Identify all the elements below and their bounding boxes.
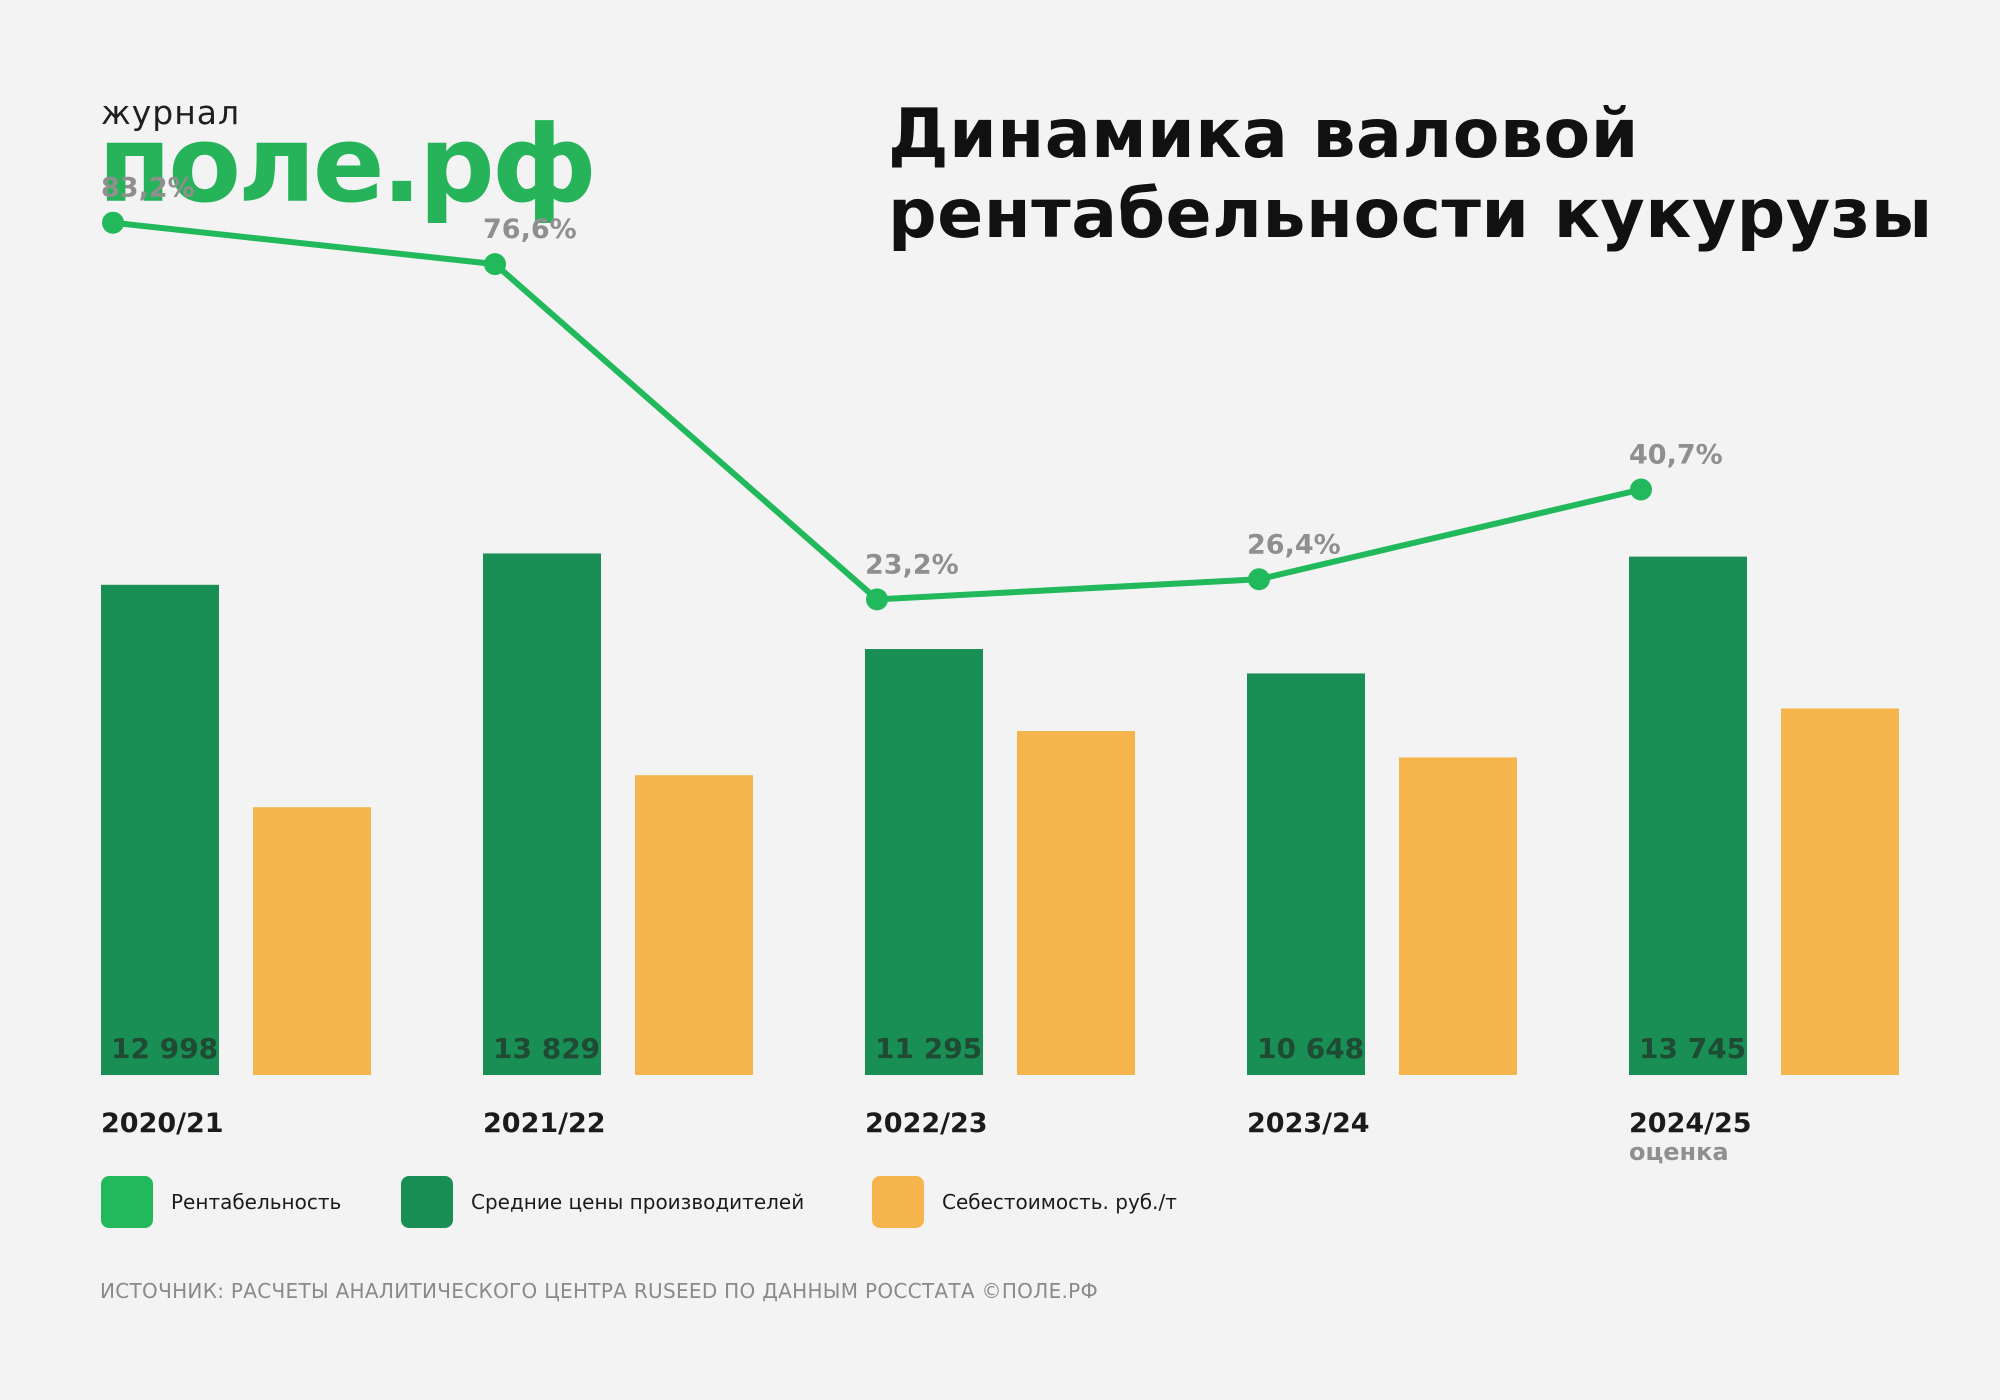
profitability-chart: 12 998 2020/21 13 829 2021/22 11 295 2022/23 1… — [101, 173, 1899, 1166]
cost-bar — [635, 775, 753, 1075]
profitability-line — [110, 219, 1644, 603]
legend-swatch-prices — [401, 1176, 453, 1228]
profitability-point — [866, 588, 888, 611]
price-bar-label: 13 829 — [493, 1032, 600, 1065]
logo-brand-name: поле.рф — [98, 103, 597, 226]
price-bar — [1629, 556, 1747, 1075]
legend-label-cost: Себестоимость. руб./т — [942, 1190, 1177, 1214]
price-bar-label: 10 648 — [1257, 1032, 1364, 1065]
profitability-point — [1248, 568, 1270, 591]
cost-bar — [253, 807, 371, 1075]
cost-bar — [1017, 731, 1135, 1075]
price-bar-label: 11 295 — [875, 1032, 982, 1065]
category-label: 2022/23 — [865, 1108, 988, 1139]
legend-swatch-cost — [872, 1176, 924, 1228]
profitability-label: 83,2% — [101, 173, 195, 204]
logo-small-text: журнал — [101, 93, 241, 132]
category-label: 2020/21 — [101, 1108, 224, 1139]
profitability-label: 76,6% — [483, 214, 577, 245]
profitability-label: 26,4% — [1247, 529, 1341, 560]
cost-bar — [1781, 708, 1899, 1075]
source-note: ИСТОЧНИК: РАСЧЕТЫ АНАЛИТИЧЕСКОГО ЦЕНТРА … — [100, 1279, 1099, 1303]
cost-bar — [1399, 757, 1517, 1075]
price-bar — [1247, 673, 1365, 1075]
profitability-point — [1630, 478, 1652, 501]
profitability-point — [102, 211, 124, 234]
price-bar — [101, 584, 219, 1075]
price-bar-label: 13 745 — [1639, 1032, 1746, 1065]
category-note: оценка — [1629, 1138, 1729, 1166]
price-bar — [483, 553, 601, 1075]
legend-label-profitability: Рентабельность — [171, 1190, 342, 1214]
chart-title: Динамика валовой рентабельности кукурузы — [888, 95, 1933, 254]
category-label: 2023/24 — [1247, 1108, 1370, 1139]
profitability-label: 40,7% — [1629, 439, 1723, 470]
legend-swatch-profitability — [101, 1176, 153, 1228]
price-bar — [865, 649, 983, 1075]
profitability-point — [484, 253, 506, 276]
price-bar-label: 12 998 — [111, 1032, 218, 1065]
legend-label-prices: Средние цены производителей — [471, 1190, 805, 1214]
category-label: 2021/22 — [483, 1108, 606, 1139]
profitability-label: 23,2% — [865, 549, 959, 580]
category-label: 2024/25 — [1629, 1108, 1752, 1139]
